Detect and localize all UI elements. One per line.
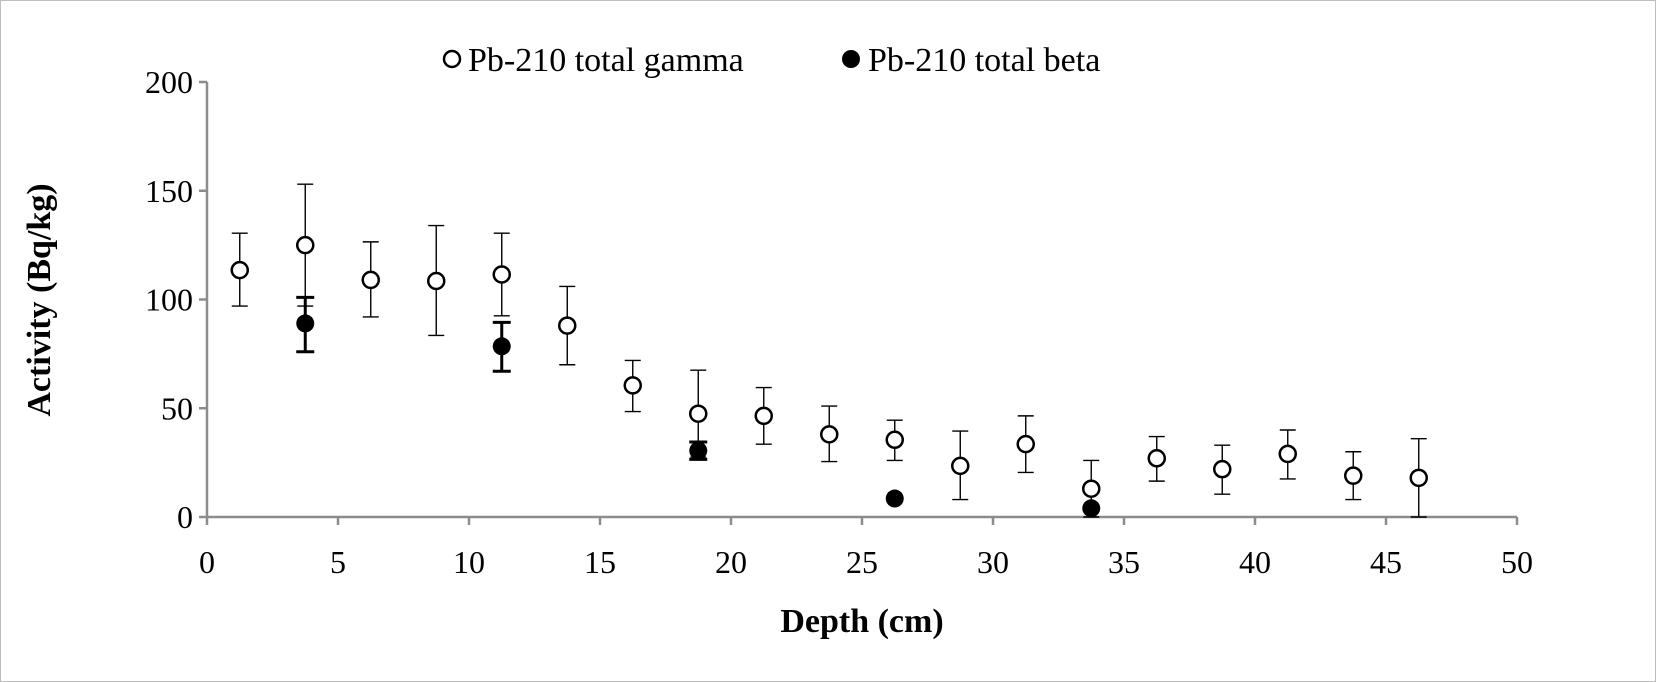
y-tick-label: 0 — [177, 499, 193, 535]
y-tick-label: 100 — [145, 282, 193, 318]
beta-point — [1082, 499, 1101, 518]
gamma-point — [1344, 466, 1363, 485]
legend-marker-beta — [842, 50, 860, 68]
x-axis-title: Depth (cm) — [780, 603, 943, 640]
x-tick-label: 50 — [1501, 544, 1533, 580]
gamma-point — [1082, 479, 1101, 498]
legend-marker-gamma — [442, 49, 462, 69]
y-axis-title: Activity (Bq/kg) — [21, 183, 58, 416]
legend-label-beta: Pb-210 total beta — [868, 42, 1100, 79]
gamma-point — [820, 425, 839, 444]
error-bars — [231, 183, 1427, 518]
x-tick-label: 35 — [1108, 544, 1140, 580]
gamma-point — [754, 406, 773, 426]
gamma-point — [361, 270, 380, 290]
x-tick-label: 30 — [977, 544, 1009, 580]
y-tick-label: 200 — [145, 64, 193, 100]
legend-label-gamma: Pb-210 total gamma — [468, 42, 744, 79]
gamma-point — [1278, 444, 1297, 464]
gamma-point — [296, 235, 315, 255]
gamma-point — [230, 260, 249, 280]
y-tick-label: 50 — [161, 390, 193, 426]
x-tick-label: 45 — [1370, 544, 1402, 580]
x-tick-label: 20 — [715, 544, 747, 580]
gamma-point — [1016, 434, 1035, 454]
beta-point — [296, 314, 315, 333]
gamma-point — [689, 404, 708, 423]
x-tick-label: 15 — [584, 544, 616, 580]
gamma-point — [427, 271, 446, 291]
gamma-point — [951, 456, 970, 476]
gamma-point — [1147, 449, 1166, 468]
gamma-point — [1213, 459, 1232, 479]
x-tick-label: 40 — [1239, 544, 1271, 580]
beta-point — [492, 337, 511, 356]
x-axis-ticks: 0 5 10 15 20 25 30 35 40 45 50 — [199, 517, 1533, 580]
y-axis-ticks: 0 50 100 150 200 — [145, 64, 207, 535]
x-tick-label: 5 — [330, 544, 346, 580]
beta-point — [689, 441, 708, 460]
y-tick-label: 150 — [145, 173, 193, 209]
gamma-point — [558, 316, 577, 335]
x-tick-label: 25 — [846, 544, 878, 580]
x-tick-label: 0 — [199, 544, 215, 580]
data-points — [230, 235, 1428, 518]
x-tick-label: 10 — [453, 544, 485, 580]
gamma-point — [623, 376, 642, 395]
gamma-point — [1409, 468, 1428, 488]
gamma-point — [492, 265, 511, 284]
gamma-point — [885, 430, 904, 450]
legend: Pb-210 total gamma Pb-210 total beta — [442, 42, 1100, 79]
beta-point — [885, 489, 904, 508]
